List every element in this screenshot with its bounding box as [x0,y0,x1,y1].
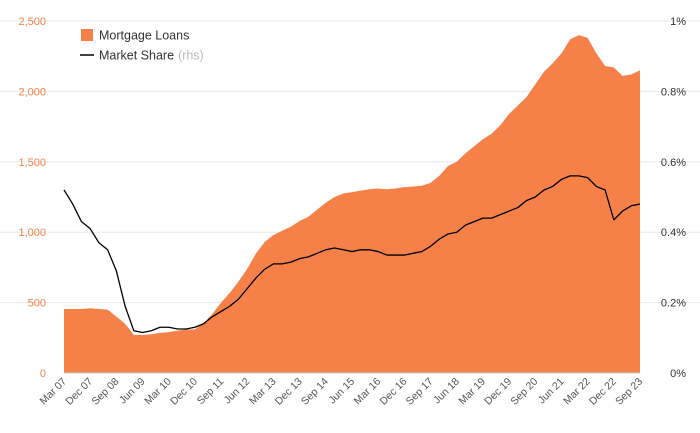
x-tick-label-3: Jun 09 [117,376,148,407]
left-tick-label-0: 0 [40,368,46,380]
left-tick-label-3: 1,500 [18,157,46,169]
x-tick-label-5: Dec 10 [168,376,200,408]
x-tick-label-12: Mar 16 [352,376,384,408]
x-tick-label-19: Jun 21 [536,376,567,407]
left-tick-label-4: 2,000 [18,86,46,98]
x-tick-label-13: Dec 16 [377,376,409,408]
left-tick-label-1: 500 [28,298,46,310]
right-tick-label-5: 1% [670,16,686,28]
right-tick-label-0: 0% [670,368,686,380]
legend-mortgage-loans-label: Mortgage Loans [99,29,189,43]
legend-market-share-label-group: Market Share (rhs) [99,49,204,63]
x-tick-label-7: Jun 12 [222,376,253,407]
right-tick-label-3: 0.6% [661,157,686,169]
x-tick-label-8: Mar 13 [247,376,279,408]
right-tick-label-4: 0.8% [661,86,686,98]
left-axis-ticks: 0 500 1,000 1,500 2,000 2,500 [18,16,46,380]
x-tick-label-14: Sep 17 [404,376,436,408]
market-share-line-series [63,175,641,334]
x-tick-label-0: Mar 07 [38,376,70,408]
x-tick-label-16: Mar 19 [456,376,488,408]
x-tick-label-10: Sep 14 [299,376,331,408]
mortgage-loans-area-series [64,35,640,373]
x-tick-label-20: Mar 22 [561,376,593,408]
legend-mortgage-loans-swatch [81,29,93,41]
x-tick-label-15: Jun 18 [431,376,462,407]
x-tick-label-6: Sep 11 [195,376,227,408]
market-share-line [63,175,641,334]
legend-market-share-note: (rhs) [178,49,204,63]
legend-market-share-label: Market Share [99,49,174,63]
left-tick-label-5: 2,500 [18,16,46,28]
mortgage-loans-area [64,35,640,373]
x-tick-label-21: Dec 22 [587,376,619,408]
right-tick-label-1: 0.2% [661,298,686,310]
x-tick-label-18: Sep 20 [508,376,540,408]
x-tick-label-1: Dec 07 [63,376,95,408]
left-tick-label-2: 1,000 [18,227,46,239]
right-tick-label-2: 0.4% [661,227,686,239]
x-tick-label-17: Dec 19 [482,376,514,408]
legend: Mortgage Loans Market Share (rhs) [80,29,204,63]
x-tick-label-22: Sep 23 [613,376,645,408]
x-tick-label-11: Jun 15 [326,376,357,407]
right-axis-ticks: 0% 0.2% 0.4% 0.6% 0.8% 1% [661,16,686,380]
x-tick-label-2: Sep 08 [89,376,121,408]
x-tick-label-9: Dec 13 [273,376,305,408]
x-tick-label-4: Mar 10 [142,376,174,408]
